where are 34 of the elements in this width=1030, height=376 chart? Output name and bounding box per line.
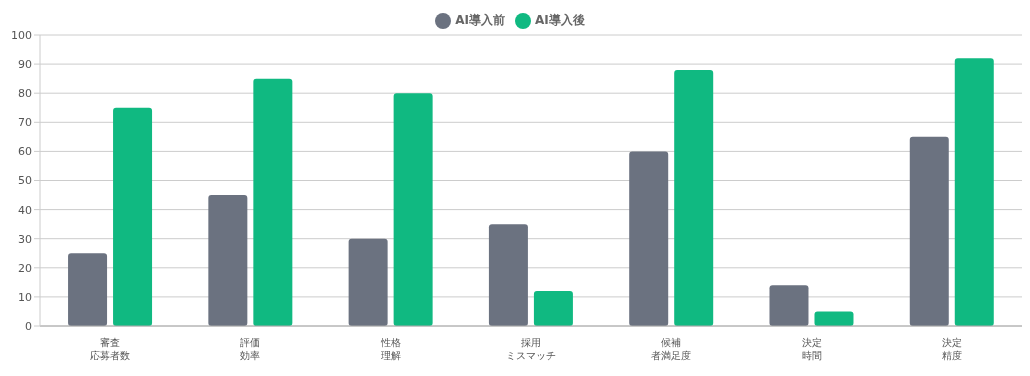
bar <box>954 58 994 326</box>
x-tick-label: 採用ミスマッチ <box>506 337 556 361</box>
bar <box>113 107 153 326</box>
y-tick-label: 70 <box>18 116 32 130</box>
bar <box>253 78 293 326</box>
y-tick-label: 80 <box>18 87 32 101</box>
y-tick-label: 40 <box>18 203 32 217</box>
y-tick-label: 90 <box>18 58 32 71</box>
bar <box>533 291 573 326</box>
x-tick-label: 決定精度 <box>941 337 962 361</box>
y-tick-label: 100 <box>11 28 32 42</box>
x-tick-label: 評価効率 <box>240 337 261 361</box>
bar <box>68 253 108 326</box>
bar <box>393 93 433 326</box>
bar <box>629 151 669 326</box>
legend-label: AI導入後 <box>535 13 585 27</box>
y-tick-label: 60 <box>18 145 32 159</box>
bar <box>769 285 809 326</box>
y-tick-label: 20 <box>18 261 32 275</box>
y-tick-label: 10 <box>18 290 32 304</box>
bar <box>909 136 949 326</box>
bar <box>814 311 854 326</box>
y-tick-label: 50 <box>18 174 32 188</box>
x-tick-label: 審査応募者数 <box>90 337 131 361</box>
legend-label: AI導入前 <box>455 13 505 27</box>
bar <box>348 238 388 326</box>
x-tick-label: 決定時間 <box>801 337 822 361</box>
bar <box>674 69 714 326</box>
y-tick-label: 0 <box>25 319 32 333</box>
x-tick-label: 候補者満足度 <box>651 337 692 361</box>
bar <box>208 195 248 326</box>
x-tick-label: 性格理解 <box>379 337 401 361</box>
bar <box>488 224 528 326</box>
y-tick-label: 30 <box>18 232 32 246</box>
